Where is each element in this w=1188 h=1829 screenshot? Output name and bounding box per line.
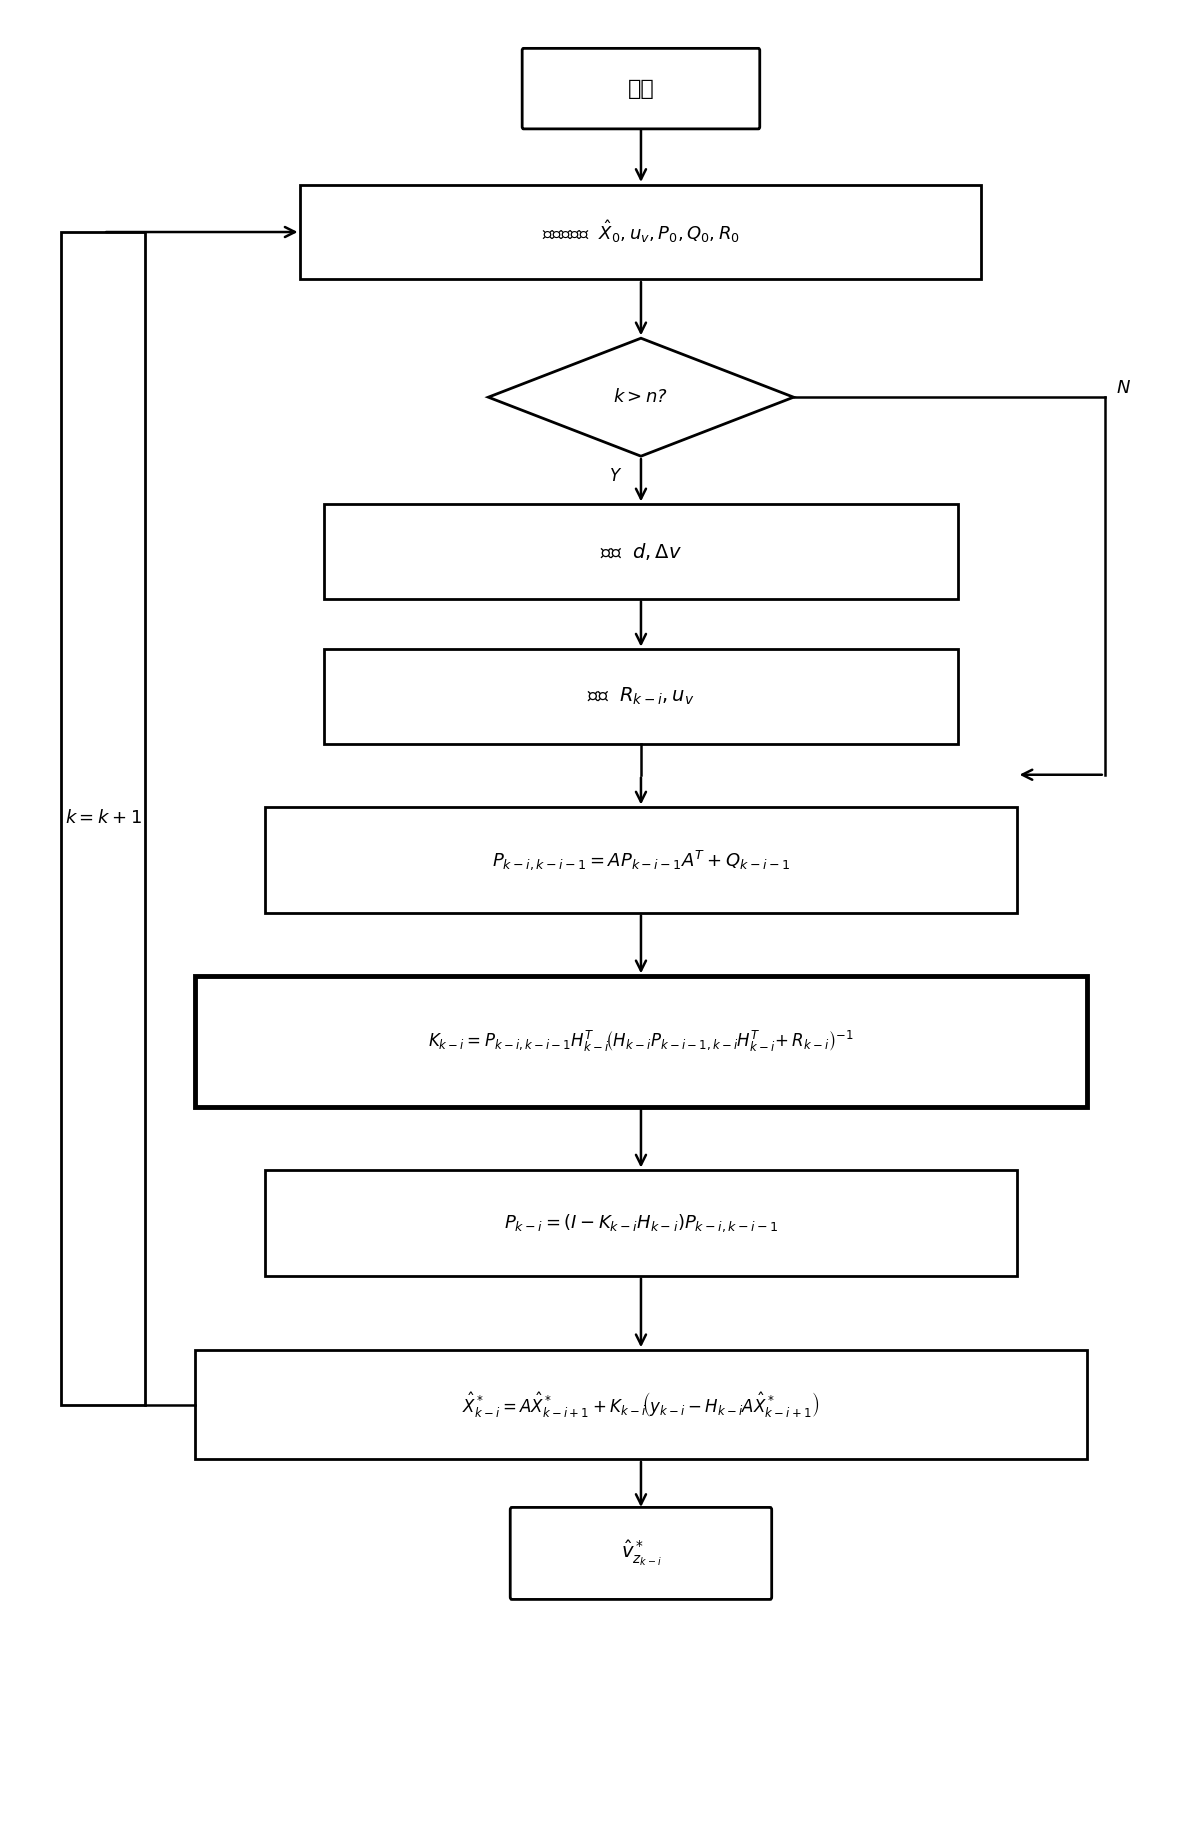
Bar xyxy=(195,1350,1087,1460)
Text: $\hat{X}^*_{k-i}=A\hat{X}^*_{k-i+1}+K_{k-i}\!\left(y_{k-i}-H_{k-i}A\hat{X}^*_{k-: $\hat{X}^*_{k-i}=A\hat{X}^*_{k-i+1}+K_{k… xyxy=(462,1390,820,1419)
Bar xyxy=(265,1171,1017,1275)
Polygon shape xyxy=(488,338,794,455)
Bar xyxy=(195,977,1087,1107)
Text: $k=k+1$: $k=k+1$ xyxy=(65,808,141,827)
Text: $N$: $N$ xyxy=(1117,379,1131,397)
Bar xyxy=(61,232,145,1405)
Bar xyxy=(265,807,1017,913)
Text: 更新  $R_{k-i},u_v$: 更新 $R_{k-i},u_v$ xyxy=(587,686,695,708)
Text: 计算  $d,\Delta v$: 计算 $d,\Delta v$ xyxy=(600,541,682,562)
Text: $\hat{v}^*_{z_{k-i}}$: $\hat{v}^*_{z_{k-i}}$ xyxy=(620,1538,662,1567)
Bar xyxy=(324,649,958,744)
Text: 开始: 开始 xyxy=(627,79,655,99)
FancyBboxPatch shape xyxy=(523,48,760,128)
Text: Y: Y xyxy=(611,466,620,485)
Text: 参数初始化  $\hat{X}_0,u_v,P_0,Q_0,R_0$: 参数初始化 $\hat{X}_0,u_v,P_0,Q_0,R_0$ xyxy=(542,219,740,245)
Text: $K_{k-i}=P_{k-i,k-i-1}H_{k-i}^T\!\left(H_{k-i}P_{k-i-1,k-i}H_{k-i}^T\!+R_{k-i}\r: $K_{k-i}=P_{k-i,k-i-1}H_{k-i}^T\!\left(H… xyxy=(428,1030,854,1054)
Text: $P_{k-i,k-i-1}=AP_{k-i-1}A^T+Q_{k-i-1}$: $P_{k-i,k-i-1}=AP_{k-i-1}A^T+Q_{k-i-1}$ xyxy=(492,849,790,872)
Text: $k>n$?: $k>n$? xyxy=(613,388,669,406)
Bar xyxy=(324,505,958,598)
Bar xyxy=(301,185,981,280)
Text: $P_{k-i}=\left(I-K_{k-i}H_{k-i}\right)P_{k-i,k-i-1}$: $P_{k-i}=\left(I-K_{k-i}H_{k-i}\right)P_… xyxy=(504,1213,778,1235)
FancyBboxPatch shape xyxy=(510,1507,772,1599)
